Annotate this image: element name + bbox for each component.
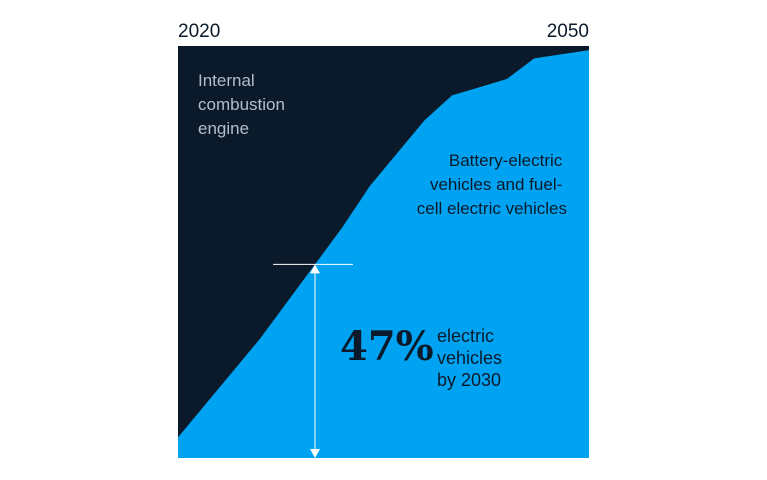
annotation-text-line-3: by 2030 [437,370,501,390]
annotation-text-line-2: vehicles [437,348,502,368]
annotation-2030 [273,263,353,458]
annotation-text: electric vehicles by 2030 [437,326,507,390]
ev-area [178,50,589,458]
ev-series-label: Battery-electric vehicles and fuel- cell… [417,151,567,218]
ice-series-label: Internal combustion engine [198,71,290,138]
x-end-label: 2050 [547,21,589,42]
annotation-text-line-1: electric [437,326,494,346]
arrow-down-icon [310,449,320,458]
arrow-up-icon [310,264,320,274]
annotation-value: 47% [340,323,434,370]
x-start-label: 2020 [178,21,220,42]
